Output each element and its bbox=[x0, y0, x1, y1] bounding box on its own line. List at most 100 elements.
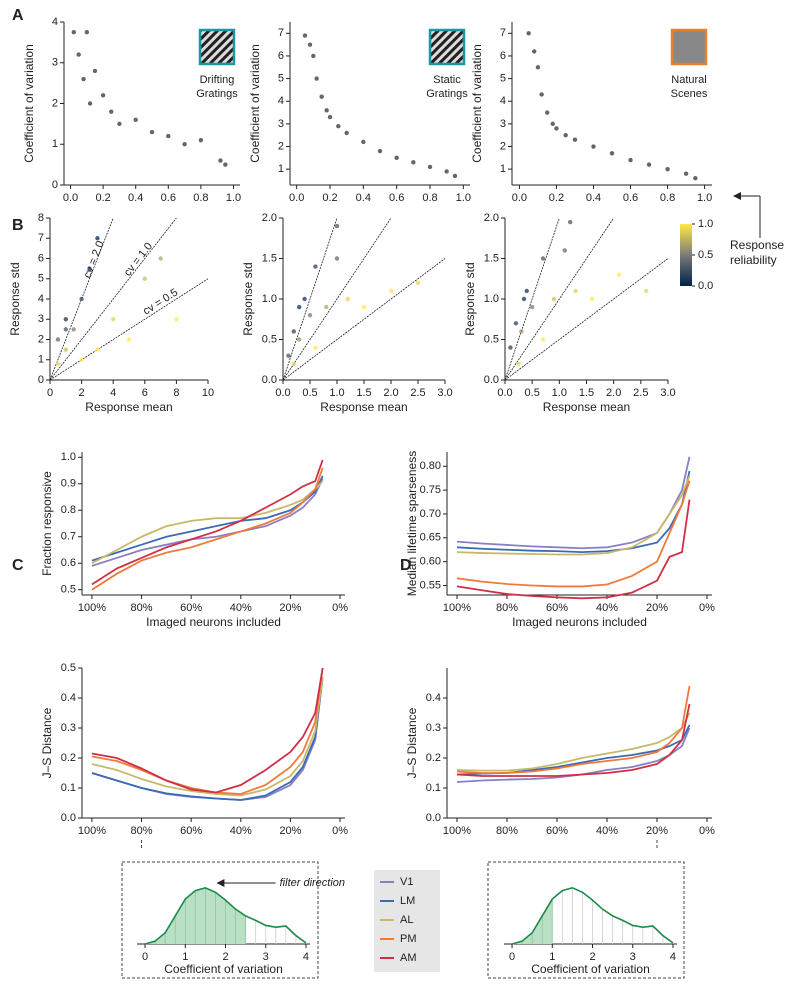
series-line bbox=[456, 724, 691, 776]
x-tick-label: 0% bbox=[699, 825, 715, 837]
inset-box bbox=[121, 861, 319, 979]
panel-label: A bbox=[12, 7, 24, 24]
reference-label: cv = 1.0 bbox=[122, 241, 155, 279]
y-tick-label: 3 bbox=[38, 313, 44, 325]
stimulus-thumbnail bbox=[428, 28, 466, 66]
y-tick-label: 7 bbox=[278, 27, 284, 39]
scatter-point bbox=[334, 256, 340, 261]
scatter-point bbox=[223, 162, 228, 167]
y-tick-label: 5 bbox=[38, 273, 44, 285]
reference-label: cv = 2.0 bbox=[82, 239, 107, 280]
y-tick-label: 0.65 bbox=[420, 532, 441, 544]
scatter-point bbox=[71, 327, 76, 332]
x-tick-label: 10 bbox=[202, 387, 214, 399]
scatter-point bbox=[63, 317, 68, 322]
x-tick-label: 20% bbox=[279, 602, 301, 614]
y-tick-label: 1.0 bbox=[484, 293, 499, 305]
scatter-point bbox=[133, 117, 138, 123]
scatter-point bbox=[646, 162, 652, 167]
y-tick-label: 0.6 bbox=[61, 557, 76, 569]
x-tick-label: 80% bbox=[131, 825, 153, 837]
y-tick-label: 1.0 bbox=[262, 293, 277, 305]
y-tick-label: 0.70 bbox=[420, 508, 441, 520]
scatter-point bbox=[327, 114, 333, 120]
y-tick-label: 8 bbox=[38, 212, 44, 224]
y-axis-label: Coefficient of variation bbox=[470, 44, 484, 163]
x-tick-label: 4 bbox=[110, 387, 116, 399]
series-line bbox=[91, 467, 324, 591]
x-tick-label: 0.0 bbox=[289, 192, 304, 204]
y-tick-label: 0.1 bbox=[426, 782, 441, 794]
x-tick-label: 1.0 bbox=[329, 387, 344, 399]
series-line bbox=[91, 667, 324, 795]
x-tick-label: 0.2 bbox=[95, 192, 110, 204]
x-tick-label: 40% bbox=[230, 602, 252, 614]
panel-label: D bbox=[400, 557, 412, 574]
y-tick-label: 0.9 bbox=[61, 478, 76, 490]
series-line bbox=[91, 676, 324, 797]
scatter-point bbox=[377, 148, 383, 154]
y-tick-label: 0.75 bbox=[420, 484, 441, 496]
scatter-point bbox=[539, 92, 544, 97]
series-line bbox=[91, 676, 324, 801]
x-tick-label: 40% bbox=[596, 825, 618, 837]
colorbar-tick-label: 1.0 bbox=[698, 218, 713, 230]
x-tick-label: 0 bbox=[509, 951, 515, 963]
y-axis-label: Response std bbox=[241, 262, 255, 335]
y-tick-label: 4 bbox=[38, 293, 44, 305]
x-axis-label: Imaged neurons included bbox=[146, 615, 281, 629]
scatter-point bbox=[361, 304, 367, 310]
scatter-point bbox=[111, 317, 116, 322]
density-curve bbox=[144, 886, 307, 945]
x-tick-label: 1 bbox=[182, 951, 188, 963]
scatter-point bbox=[117, 121, 122, 127]
scatter-point bbox=[526, 31, 531, 36]
y-tick-label: 2 bbox=[38, 333, 44, 345]
colorbar bbox=[680, 224, 692, 286]
annotation: filter direction bbox=[280, 877, 345, 889]
reference-line bbox=[49, 278, 209, 381]
y-tick-label: 1.5 bbox=[262, 252, 277, 264]
x-tick-label: 0.8 bbox=[660, 192, 675, 204]
scatter-point bbox=[544, 110, 550, 115]
y-tick-label: 1.5 bbox=[484, 252, 499, 264]
scatter-point bbox=[573, 288, 578, 294]
scatter-point bbox=[388, 288, 394, 294]
x-tick-label: 0% bbox=[332, 825, 348, 837]
x-tick-label: 3 bbox=[263, 951, 269, 963]
scatter-point bbox=[513, 321, 519, 326]
x-tick-label: 3 bbox=[630, 951, 636, 963]
series-line bbox=[91, 478, 324, 567]
scatter-point bbox=[535, 65, 541, 70]
x-axis-label: Response mean bbox=[85, 400, 172, 414]
inset-box bbox=[487, 861, 685, 979]
scatter-point bbox=[609, 151, 615, 156]
scatter-point bbox=[334, 223, 340, 229]
scatter-point bbox=[563, 132, 568, 138]
x-tick-label: 60% bbox=[180, 825, 202, 837]
x-tick-label: 100% bbox=[78, 602, 106, 614]
scatter-point bbox=[63, 347, 68, 352]
series-line bbox=[91, 475, 324, 562]
y-tick-label: 0.0 bbox=[61, 812, 76, 824]
x-tick-label: 1.0 bbox=[226, 192, 241, 204]
y-tick-label: 1 bbox=[500, 163, 506, 175]
y-tick-label: 5 bbox=[278, 73, 284, 85]
y-tick-label: 0.4 bbox=[61, 692, 76, 704]
stimulus-label: Gratings bbox=[426, 88, 468, 100]
y-tick-label: 1 bbox=[38, 354, 44, 366]
colorbar-label: Response bbox=[730, 238, 784, 252]
scatter-point bbox=[562, 248, 567, 253]
y-axis-label: Coefficient of variation bbox=[248, 44, 262, 163]
x-tick-label: 2.5 bbox=[410, 387, 425, 399]
x-tick-label: 3.0 bbox=[660, 387, 675, 399]
series-line bbox=[91, 676, 324, 801]
scatter-point bbox=[427, 164, 433, 170]
y-tick-label: 0 bbox=[38, 374, 44, 386]
y-axis-label: J–S Distance bbox=[405, 707, 419, 778]
reference-line bbox=[504, 258, 669, 381]
x-tick-label: 1.0 bbox=[697, 192, 712, 204]
x-tick-label: 0.6 bbox=[623, 192, 638, 204]
y-tick-label: 0.8 bbox=[61, 504, 76, 516]
x-tick-label: 60% bbox=[546, 602, 568, 614]
